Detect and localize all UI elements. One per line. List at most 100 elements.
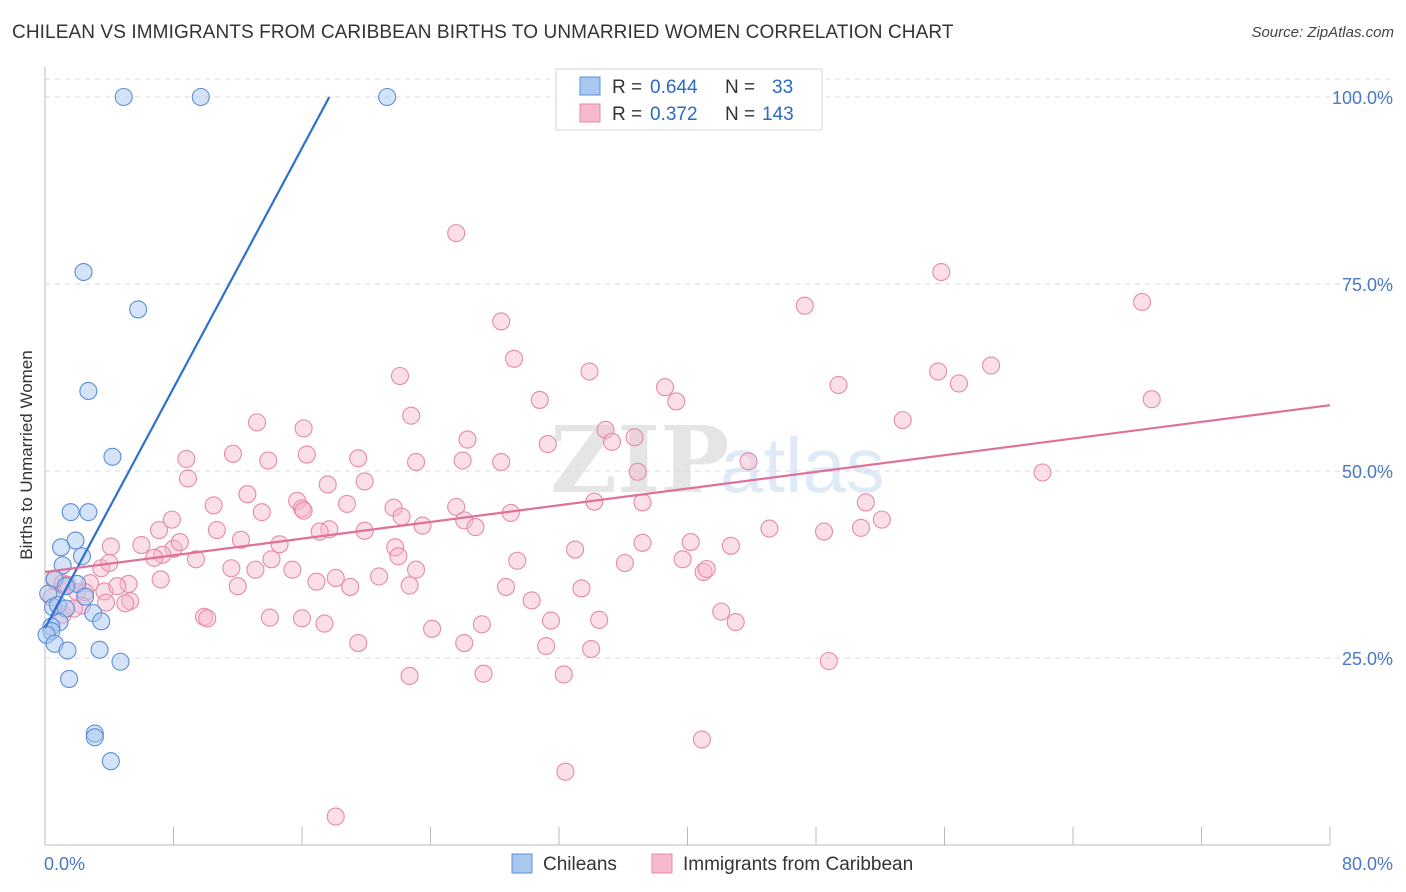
point-caribbean — [222, 559, 241, 578]
x-ticks: 0.0% 80.0% — [44, 827, 1393, 874]
point-caribbean — [633, 533, 652, 552]
point-caribbean — [198, 609, 217, 628]
point-caribbean — [228, 577, 247, 596]
point-caribbean — [423, 619, 442, 638]
point-caribbean — [694, 562, 713, 582]
point-caribbean — [307, 572, 326, 591]
point-caribbean — [721, 536, 740, 555]
point-chileans — [101, 752, 120, 771]
point-caribbean — [504, 349, 524, 368]
point-caribbean — [447, 497, 466, 516]
point-caribbean — [283, 560, 302, 579]
x-tick-label: 80.0% — [1342, 854, 1393, 874]
point-caribbean — [116, 594, 135, 613]
trendline-caribbean — [44, 404, 1331, 574]
point-caribbean — [247, 413, 267, 432]
point-caribbean — [566, 540, 585, 559]
source-credit: Source: ZipAtlas.com — [1251, 24, 1394, 41]
point-caribbean — [530, 390, 549, 409]
point-caribbean — [194, 607, 214, 626]
y-tick-label: 25.0% — [1342, 649, 1393, 669]
point-caribbean — [1142, 390, 1161, 409]
point-caribbean — [455, 633, 474, 653]
point-caribbean — [260, 608, 279, 627]
point-caribbean — [726, 613, 745, 632]
watermark-atlas: atlas — [720, 421, 885, 509]
point-caribbean — [628, 462, 647, 481]
point-caribbean — [522, 591, 541, 610]
point-caribbean — [178, 469, 198, 488]
legend-bottom-swatch-chileans — [511, 853, 533, 874]
point-chileans — [111, 652, 130, 671]
point-caribbean — [101, 537, 120, 556]
point-chileans — [79, 381, 98, 401]
point-caribbean — [1133, 292, 1152, 312]
point-caribbean — [447, 224, 466, 243]
legend-swatch-chileans — [579, 76, 601, 96]
legend-n-label-2: N = — [725, 104, 755, 125]
legend-r-label-1: R = — [612, 77, 642, 98]
point-caribbean — [615, 553, 634, 573]
point-caribbean — [829, 375, 848, 395]
point-caribbean — [389, 547, 408, 566]
point-caribbean — [739, 452, 758, 471]
point-caribbean — [496, 577, 516, 596]
point-caribbean — [492, 452, 511, 472]
point-caribbean — [667, 392, 686, 411]
point-caribbean — [492, 312, 511, 331]
point-caribbean — [177, 449, 196, 469]
point-chileans — [92, 612, 111, 631]
point-caribbean — [1033, 463, 1052, 482]
point-caribbean — [673, 550, 692, 569]
point-caribbean — [204, 496, 223, 515]
point-caribbean — [795, 296, 814, 315]
point-caribbean — [580, 362, 599, 381]
point-caribbean — [341, 577, 360, 596]
point-caribbean — [406, 560, 426, 579]
legend-bottom-label-chileans: Chileans — [543, 854, 617, 875]
point-caribbean — [929, 362, 948, 381]
point-caribbean — [392, 507, 411, 526]
point-chileans — [191, 87, 210, 107]
point-caribbean — [893, 411, 912, 430]
point-caribbean — [681, 533, 700, 552]
point-chileans — [103, 447, 122, 466]
point-caribbean — [294, 501, 313, 520]
point-chileans — [58, 641, 77, 660]
point-caribbean — [697, 559, 716, 579]
point-caribbean — [633, 493, 652, 512]
point-caribbean — [474, 664, 493, 683]
point-caribbean — [355, 472, 374, 491]
trendline-chileans — [44, 96, 331, 629]
point-caribbean — [554, 665, 573, 684]
point-caribbean — [315, 614, 334, 633]
point-caribbean — [270, 535, 289, 554]
point-chileans — [52, 538, 71, 557]
point-caribbean — [400, 666, 419, 686]
point-caribbean — [819, 651, 838, 671]
point-caribbean — [458, 430, 477, 449]
point-caribbean — [932, 262, 951, 282]
point-caribbean — [538, 435, 557, 454]
point-caribbean — [297, 445, 316, 464]
point-caribbean — [121, 592, 140, 611]
point-caribbean — [602, 432, 622, 451]
trend-lines — [44, 96, 1331, 629]
legend-n-label-1: N = — [725, 77, 755, 98]
point-caribbean — [556, 762, 575, 781]
legend-top: R = 0.644 N = 33 R = 0.372 N = 143 — [555, 68, 823, 131]
x-tick-label: 0.0% — [44, 854, 85, 874]
point-caribbean — [814, 522, 834, 541]
watermark-zip: ZIP — [550, 406, 729, 514]
point-caribbean — [370, 567, 389, 586]
point-caribbean — [326, 807, 345, 826]
point-chileans — [72, 547, 91, 566]
y-tick-label: 100.0% — [1332, 88, 1393, 108]
watermark: ZIP atlas — [550, 406, 885, 514]
point-caribbean — [132, 536, 151, 555]
legend-r-value-1: 0.644 — [650, 77, 698, 98]
point-caribbean — [292, 609, 312, 628]
point-caribbean — [413, 516, 432, 535]
point-chileans — [79, 503, 98, 522]
point-caribbean — [712, 602, 731, 621]
